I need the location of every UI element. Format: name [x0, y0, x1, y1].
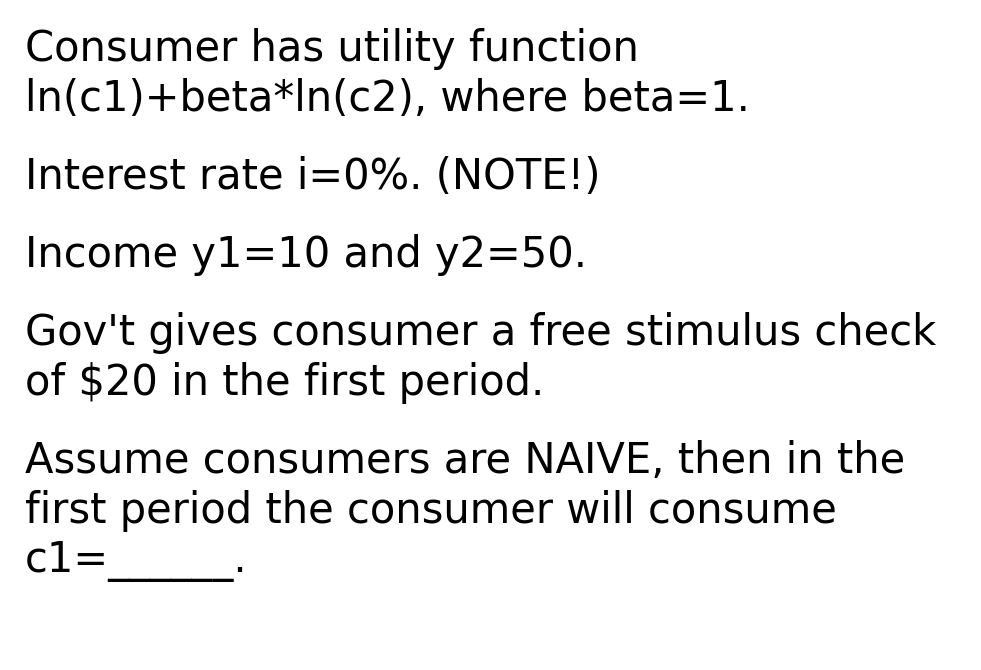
Text: Assume consumers are NAIVE, then in the: Assume consumers are NAIVE, then in the: [25, 440, 905, 482]
Text: c1=______.: c1=______.: [25, 540, 247, 582]
Text: Consumer has utility function: Consumer has utility function: [25, 28, 639, 70]
Text: first period the consumer will consume: first period the consumer will consume: [25, 490, 837, 532]
Text: ln(c1)+beta*ln(c2), where beta=1.: ln(c1)+beta*ln(c2), where beta=1.: [25, 78, 749, 120]
Text: Interest rate i=0%. (NOTE!): Interest rate i=0%. (NOTE!): [25, 156, 600, 198]
Text: of $20 in the first period.: of $20 in the first period.: [25, 362, 544, 404]
Text: Gov't gives consumer a free stimulus check: Gov't gives consumer a free stimulus che…: [25, 312, 936, 354]
Text: Income y1=10 and y2=50.: Income y1=10 and y2=50.: [25, 234, 587, 276]
